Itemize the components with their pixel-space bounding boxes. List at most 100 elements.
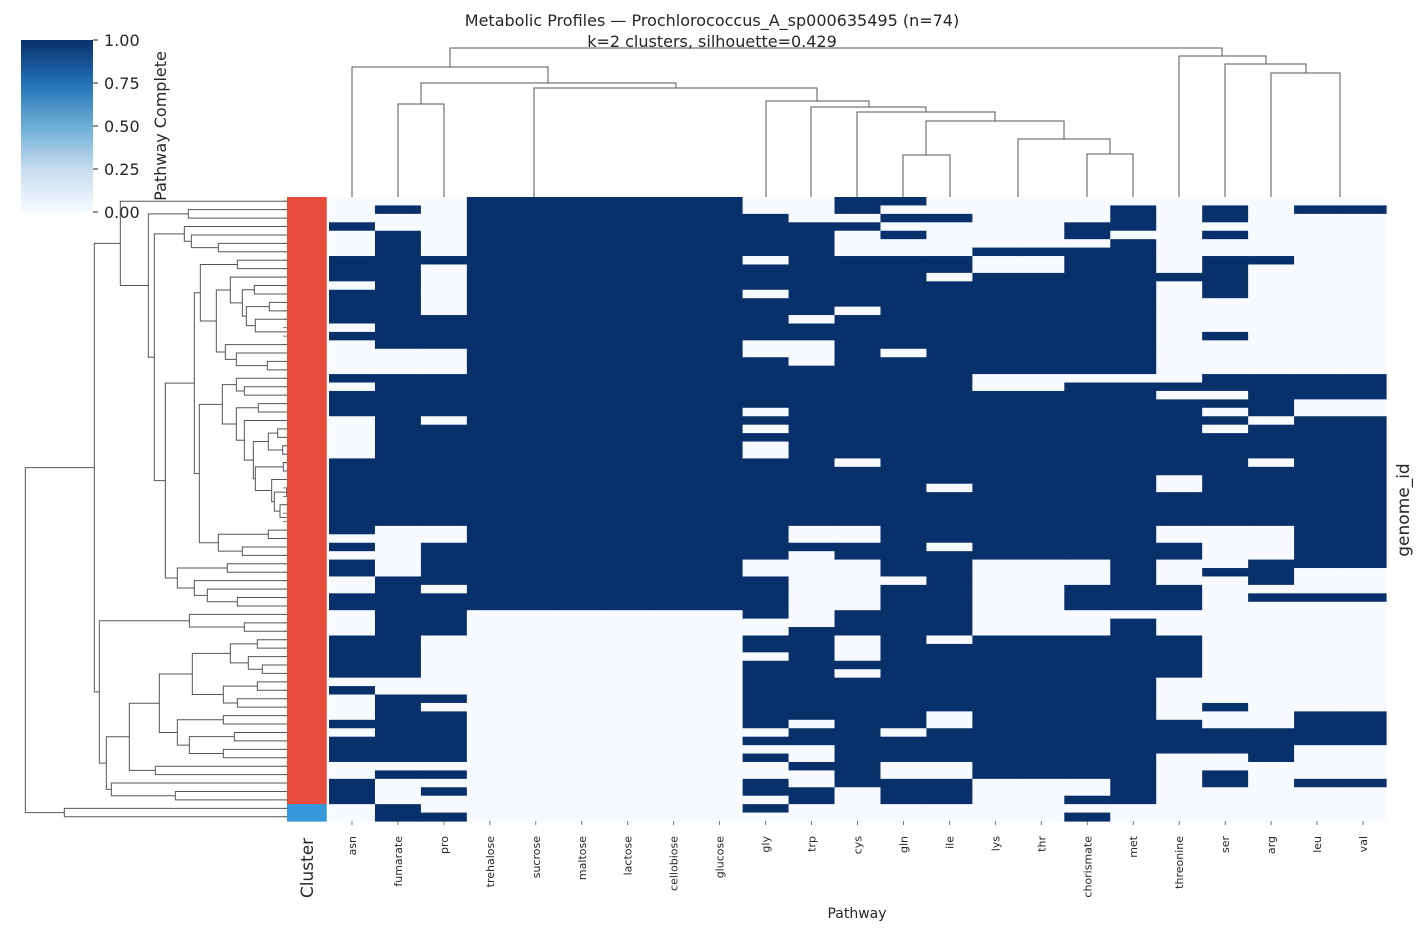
heatmap-cell bbox=[1018, 736, 1065, 746]
heatmap-cell bbox=[1294, 702, 1341, 712]
heatmap-cell bbox=[512, 804, 560, 814]
heatmap-cell bbox=[420, 610, 468, 620]
heatmap-cell bbox=[512, 407, 560, 417]
heatmap-cell bbox=[1248, 331, 1295, 341]
heatmap-cell bbox=[696, 627, 744, 637]
heatmap-cell bbox=[512, 433, 560, 443]
heatmap-cell bbox=[742, 652, 790, 662]
heatmap-cell bbox=[329, 778, 376, 788]
heatmap-cell bbox=[466, 298, 514, 308]
heatmap-cell bbox=[558, 728, 606, 738]
heatmap-cell bbox=[834, 778, 882, 788]
heatmap-cell bbox=[880, 745, 928, 755]
heatmap-cell bbox=[1018, 357, 1065, 367]
heatmap-cell bbox=[1248, 702, 1295, 712]
heatmap-cell bbox=[1018, 711, 1065, 721]
heatmap-cell bbox=[329, 256, 376, 266]
cluster-cell bbox=[287, 365, 327, 375]
heatmap-cell bbox=[1340, 222, 1387, 232]
column-label-gly: gly bbox=[760, 836, 773, 853]
heatmap-cell bbox=[926, 213, 973, 223]
cluster-cell bbox=[287, 281, 327, 291]
heatmap-cell bbox=[696, 390, 744, 400]
heatmap-cell bbox=[880, 643, 928, 653]
heatmap-cell bbox=[1018, 694, 1065, 704]
heatmap-cell bbox=[788, 610, 836, 620]
colorbar-tick-label: 1.00 bbox=[104, 31, 140, 50]
heatmap-cell bbox=[512, 323, 560, 333]
heatmap-cell bbox=[1294, 390, 1341, 400]
heatmap-cell bbox=[604, 643, 652, 653]
heatmap-cell bbox=[1156, 230, 1203, 240]
heatmap-cell bbox=[374, 770, 422, 780]
heatmap-cell bbox=[696, 761, 744, 771]
heatmap-cell bbox=[512, 466, 560, 476]
heatmap-cell bbox=[834, 272, 882, 282]
heatmap-cell bbox=[1018, 205, 1065, 215]
heatmap-cell bbox=[1064, 711, 1111, 721]
heatmap-cell bbox=[512, 643, 560, 653]
heatmap-cell bbox=[1156, 340, 1203, 350]
column-label-trp: trp bbox=[806, 836, 819, 852]
heatmap-cell bbox=[1156, 753, 1203, 763]
heatmap-cell bbox=[1064, 778, 1111, 788]
row-dendrogram-link bbox=[176, 719, 224, 746]
heatmap-cell bbox=[420, 230, 468, 240]
heatmap-cell bbox=[650, 340, 698, 350]
heatmap-cell bbox=[604, 205, 652, 215]
heatmap-cell bbox=[1110, 669, 1157, 679]
heatmap-cell bbox=[972, 458, 1019, 468]
heatmap-cell bbox=[374, 256, 422, 266]
heatmap-cell bbox=[1248, 601, 1295, 611]
heatmap-cell bbox=[329, 795, 376, 805]
heatmap-cell bbox=[604, 475, 652, 485]
heatmap-cell bbox=[604, 753, 652, 763]
heatmap-cell bbox=[1018, 610, 1065, 620]
heatmap-cell bbox=[1202, 222, 1249, 232]
heatmap-cell bbox=[926, 424, 973, 434]
heatmap-cell bbox=[742, 340, 790, 350]
heatmap-cell bbox=[650, 660, 698, 670]
heatmap-cell bbox=[466, 256, 514, 266]
heatmap-cell bbox=[420, 323, 468, 333]
heatmap-cell bbox=[788, 804, 836, 814]
heatmap-cell bbox=[512, 416, 560, 426]
heatmap-cell bbox=[926, 736, 973, 746]
heatmap-cell bbox=[1248, 770, 1295, 780]
heatmap-cell bbox=[374, 399, 422, 409]
heatmap-cell bbox=[1248, 222, 1295, 232]
heatmap-cell bbox=[1064, 635, 1111, 645]
heatmap-cell bbox=[834, 331, 882, 341]
heatmap-cell bbox=[420, 407, 468, 417]
heatmap-cell bbox=[1110, 568, 1157, 578]
heatmap-cell bbox=[512, 593, 560, 603]
heatmap-cell bbox=[788, 492, 836, 502]
row-dendrogram-link bbox=[229, 643, 258, 664]
heatmap-cell bbox=[1202, 761, 1249, 771]
heatmap-cell bbox=[650, 795, 698, 805]
heatmap-cell bbox=[1064, 525, 1111, 535]
heatmap-cell bbox=[604, 677, 652, 687]
heatmap-cell bbox=[880, 584, 928, 594]
column-label-ser: ser bbox=[1219, 836, 1232, 853]
heatmap-cell bbox=[742, 483, 790, 493]
heatmap-cell bbox=[604, 686, 652, 696]
heatmap-cell bbox=[1294, 694, 1341, 704]
heatmap-cell bbox=[1110, 610, 1157, 620]
heatmap-cell bbox=[1340, 584, 1387, 594]
heatmap-cell bbox=[1110, 525, 1157, 535]
heatmap-cell bbox=[1110, 593, 1157, 603]
heatmap-cell bbox=[374, 736, 422, 746]
heatmap-cell bbox=[420, 719, 468, 729]
heatmap-cell bbox=[558, 492, 606, 502]
heatmap-cell bbox=[650, 197, 698, 207]
heatmap-cell bbox=[742, 323, 790, 333]
heatmap-cell bbox=[558, 239, 606, 249]
heatmap-cell bbox=[834, 399, 882, 409]
heatmap-cell bbox=[558, 357, 606, 367]
heatmap-cell bbox=[742, 753, 790, 763]
heatmap-cell bbox=[1340, 306, 1387, 316]
heatmap-cell bbox=[1156, 222, 1203, 232]
heatmap-cell bbox=[1064, 804, 1111, 814]
heatmap-cell bbox=[742, 399, 790, 409]
